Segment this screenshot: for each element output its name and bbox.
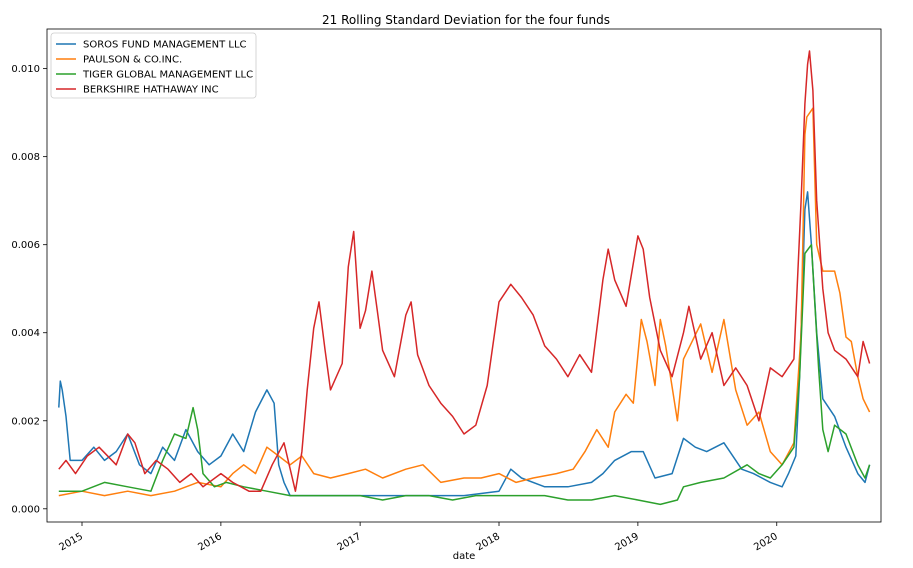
x-tick-label: 2015 [57, 531, 85, 553]
series-line [58, 243, 871, 506]
chart-title: 21 Rolling Standard Deviation for the fo… [322, 13, 610, 27]
legend-label: PAULSON & CO.INC. [83, 55, 182, 66]
y-tick-label: 0.006 [11, 240, 40, 251]
legend-label: SOROS FUND MANAGEMENT LLC [83, 40, 247, 51]
x-tick-label: 2020 [752, 531, 780, 553]
legend-label: BERKSHIRE HATHAWAY INC [83, 85, 219, 96]
series-line [58, 191, 871, 497]
x-axis: 2015 2016 2017 2018 2019 2020 [57, 522, 780, 553]
x-tick-label: 2017 [336, 531, 364, 553]
plot-area [46, 28, 882, 523]
y-tick-label: 0.010 [11, 64, 40, 75]
x-tick-label: 2016 [196, 531, 224, 553]
x-tick-label: 2019 [613, 531, 641, 553]
x-axis-title: date [453, 551, 476, 562]
series-line [58, 50, 871, 492]
series-line [58, 107, 871, 497]
legend-label: TIGER GLOBAL MANAGEMENT LLC [82, 70, 253, 81]
legend-box [50, 32, 257, 99]
y-tick-label: 0.000 [11, 504, 40, 515]
y-tick-label: 0.008 [11, 152, 40, 163]
y-tick-label: 0.002 [11, 416, 40, 427]
x-tick-label: 2018 [474, 531, 502, 553]
series-layer [58, 50, 871, 506]
y-tick-label: 0.004 [11, 328, 40, 339]
y-axis: 0.000 0.002 0.004 0.006 0.008 0.010 [11, 64, 47, 515]
legend: SOROS FUND MANAGEMENT LLC PAULSON & CO.IN… [50, 32, 257, 99]
